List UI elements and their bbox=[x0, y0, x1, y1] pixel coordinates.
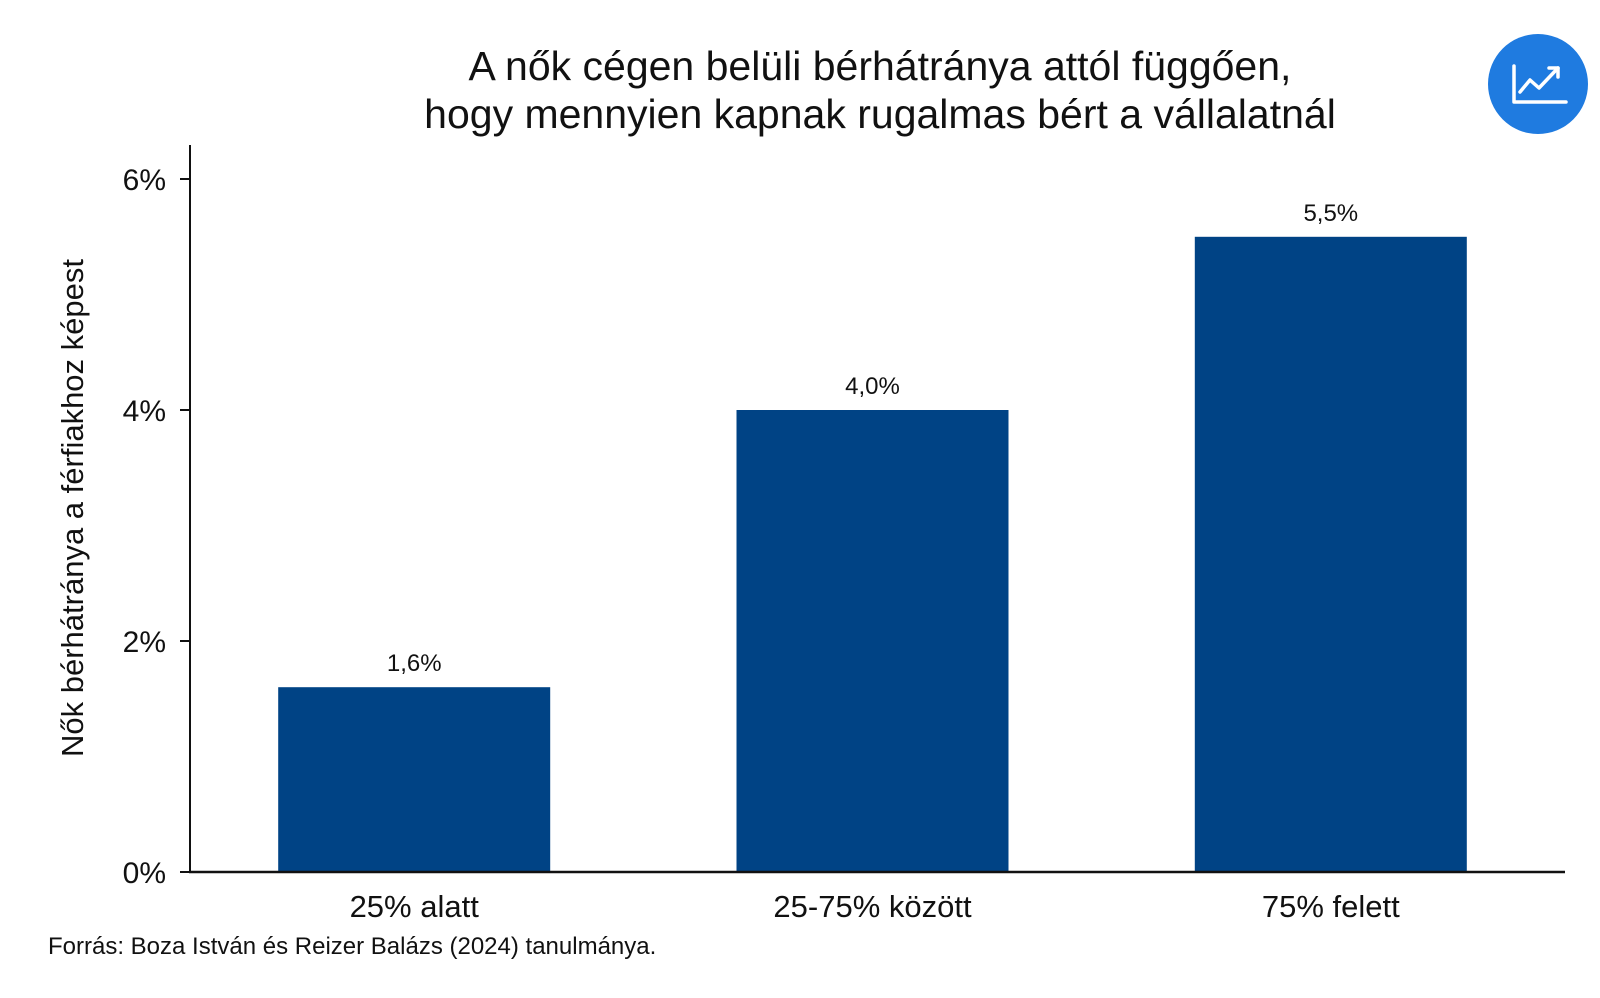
source-note: Forrás: Boza István és Reizer Balázs (20… bbox=[48, 933, 656, 960]
y-tick-label-4: 4% bbox=[123, 395, 166, 428]
chart-title-line-1: A nők cégen belüli bérhátránya attól füg… bbox=[469, 43, 1292, 89]
chart-title: A nők cégen belüli bérhátránya attól füg… bbox=[424, 43, 1336, 137]
y-tick-label-2: 2% bbox=[123, 626, 166, 659]
y-tick-label-0: 0% bbox=[123, 857, 166, 890]
x-tick-label-2: 25-75% között bbox=[773, 889, 972, 924]
data-labels-group: 1,6% 4,0% 5,5% bbox=[387, 200, 1358, 677]
y-tick-label-6: 6% bbox=[123, 164, 166, 197]
y-axis: 0% 2% 4% 6% bbox=[123, 145, 191, 890]
trend-chart-icon bbox=[1488, 34, 1588, 134]
data-label-2: 4,0% bbox=[845, 373, 900, 400]
bar-2 bbox=[736, 410, 1009, 872]
bars-group bbox=[278, 236, 1467, 873]
x-axis: 25% alatt 25-75% között 75% felett bbox=[189, 870, 1565, 924]
data-label-3: 5,5% bbox=[1303, 200, 1358, 227]
chart-title-line-2: hogy mennyien kapnak rugalmas bért a vál… bbox=[424, 91, 1336, 137]
bar-1 bbox=[278, 687, 551, 872]
x-tick-label-1: 25% alatt bbox=[350, 889, 480, 924]
bar-3 bbox=[1194, 236, 1467, 873]
x-tick-label-3: 75% felett bbox=[1262, 889, 1400, 924]
data-label-1: 1,6% bbox=[387, 650, 442, 677]
y-axis-label: Nők bérhátránya a férfiakhoz képest bbox=[55, 259, 90, 757]
